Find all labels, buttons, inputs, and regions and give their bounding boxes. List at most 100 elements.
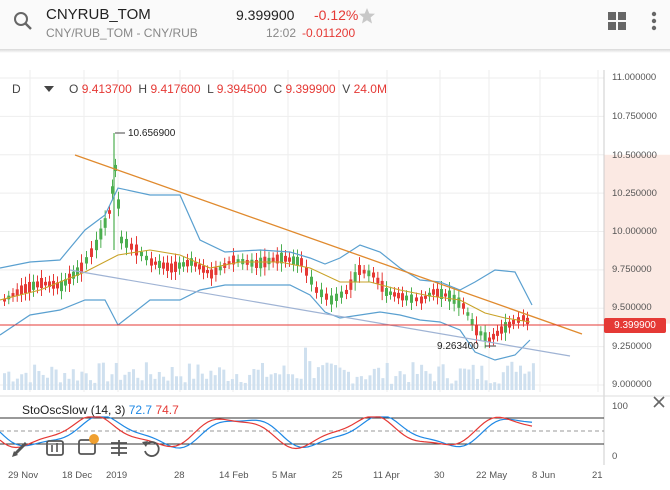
close-icon[interactable] (653, 396, 665, 408)
ohlc-volume-label: V (342, 82, 351, 96)
volume-bar (71, 369, 75, 390)
y-tick-label: 11.000000 (612, 72, 657, 83)
volume-bar (450, 383, 454, 390)
volume-bar (364, 379, 368, 390)
candle-body (389, 291, 392, 295)
candle-body (32, 281, 35, 290)
candle-body (479, 331, 483, 336)
volume-bar (304, 347, 307, 390)
candle-body (320, 289, 323, 298)
volume-bar (411, 362, 415, 390)
volume-bar (398, 371, 402, 390)
volume-bar (519, 365, 522, 390)
candle-body (108, 210, 111, 214)
candle-body (428, 292, 431, 297)
indicators-icon[interactable] (76, 432, 102, 458)
volume-bar (166, 380, 170, 390)
candle-body (174, 261, 177, 272)
candle-body (410, 294, 413, 303)
more-vert-icon[interactable] (648, 10, 660, 32)
candle-body (190, 258, 193, 266)
candle-body (85, 257, 88, 264)
volume-bar (506, 365, 510, 390)
grid-layout-icon[interactable] (607, 11, 627, 31)
candle-body (367, 270, 371, 277)
volume-bar (471, 364, 475, 390)
volume-bar (256, 369, 260, 390)
quote-time: 12:02 (266, 26, 297, 40)
tools-icon[interactable] (108, 437, 130, 459)
volume-bar (54, 369, 58, 390)
candle-body (436, 288, 439, 298)
comparison-icon[interactable] (44, 437, 66, 459)
volume-bar (58, 382, 62, 390)
x-tick-label: 18 Dec (62, 470, 93, 481)
candle-body (72, 271, 75, 279)
candle-body (325, 293, 328, 300)
low-annotation: 9.263400 (437, 341, 479, 352)
timeframe-selector[interactable]: D (12, 82, 21, 96)
symbol-description: CNY/RUB_TOM - CNY/RUB (46, 26, 198, 40)
candle-body (232, 255, 235, 265)
volume-bar (149, 374, 153, 390)
x-tick-label: 5 Mar (272, 470, 297, 481)
volume-bar (497, 383, 501, 390)
stoch-d-line (0, 416, 533, 450)
volume-bar (390, 383, 393, 390)
volume-bar (226, 381, 230, 390)
volume-bar (46, 377, 49, 390)
candle-body (194, 262, 197, 267)
volume-bar (28, 382, 32, 390)
volume-bar (480, 365, 484, 390)
axis-highlight (604, 154, 670, 324)
volume-bar (7, 371, 11, 390)
y-tick-label: 9.250000 (612, 341, 652, 352)
volume-bar (80, 371, 84, 390)
last-price-badge: 9.399900 (604, 318, 666, 333)
candle-body (432, 289, 435, 295)
indicator-y-tick: 0 (612, 451, 618, 462)
pencil-icon[interactable] (10, 437, 32, 459)
candle-body (182, 262, 185, 267)
candle-body (64, 279, 67, 286)
ohlc-low-label: L (207, 82, 214, 96)
symbol-name[interactable]: CNYRUB_TOM (46, 6, 151, 23)
volume-bar (407, 382, 411, 390)
price-chart[interactable] (0, 60, 670, 490)
candle-body (401, 293, 404, 301)
candle-body (259, 257, 263, 269)
candle-body (300, 258, 303, 266)
indicator-legend: StoOscSlow (14, 3) 72.7 74.7 (22, 403, 179, 417)
candle-body (353, 272, 357, 283)
volume-bar (385, 362, 389, 390)
volume-bar (351, 383, 355, 390)
x-tick-label: 25 (332, 470, 343, 481)
search-icon[interactable] (12, 10, 34, 32)
ohlc-open-label: O (69, 82, 79, 96)
candle-body (40, 277, 43, 289)
volume-bar (424, 371, 428, 390)
volume-bar (420, 364, 424, 390)
candle-body (385, 288, 388, 296)
volume-bar (463, 368, 467, 390)
candle-body (158, 260, 161, 268)
y-tick-label: 10.250000 (612, 188, 657, 199)
ohlc-high-label: H (138, 82, 148, 96)
undo-icon[interactable] (140, 437, 162, 459)
volume-bar (493, 382, 497, 390)
ohlc-close-label: C (273, 82, 283, 96)
volume-bar (110, 374, 114, 390)
candle-body (405, 295, 408, 301)
candle-body (340, 291, 343, 298)
chevron-down-icon[interactable] (44, 86, 54, 92)
volume-bar (123, 374, 127, 390)
candle-body (349, 279, 353, 290)
candle-body (305, 266, 308, 276)
volume-bar (265, 376, 269, 390)
candle-body (95, 239, 98, 251)
volume-bar (205, 378, 209, 390)
ohlc-open: 9.413700 (81, 82, 132, 96)
candle-body (522, 315, 525, 321)
volume-bar (488, 383, 492, 390)
star-icon[interactable] (358, 7, 376, 25)
